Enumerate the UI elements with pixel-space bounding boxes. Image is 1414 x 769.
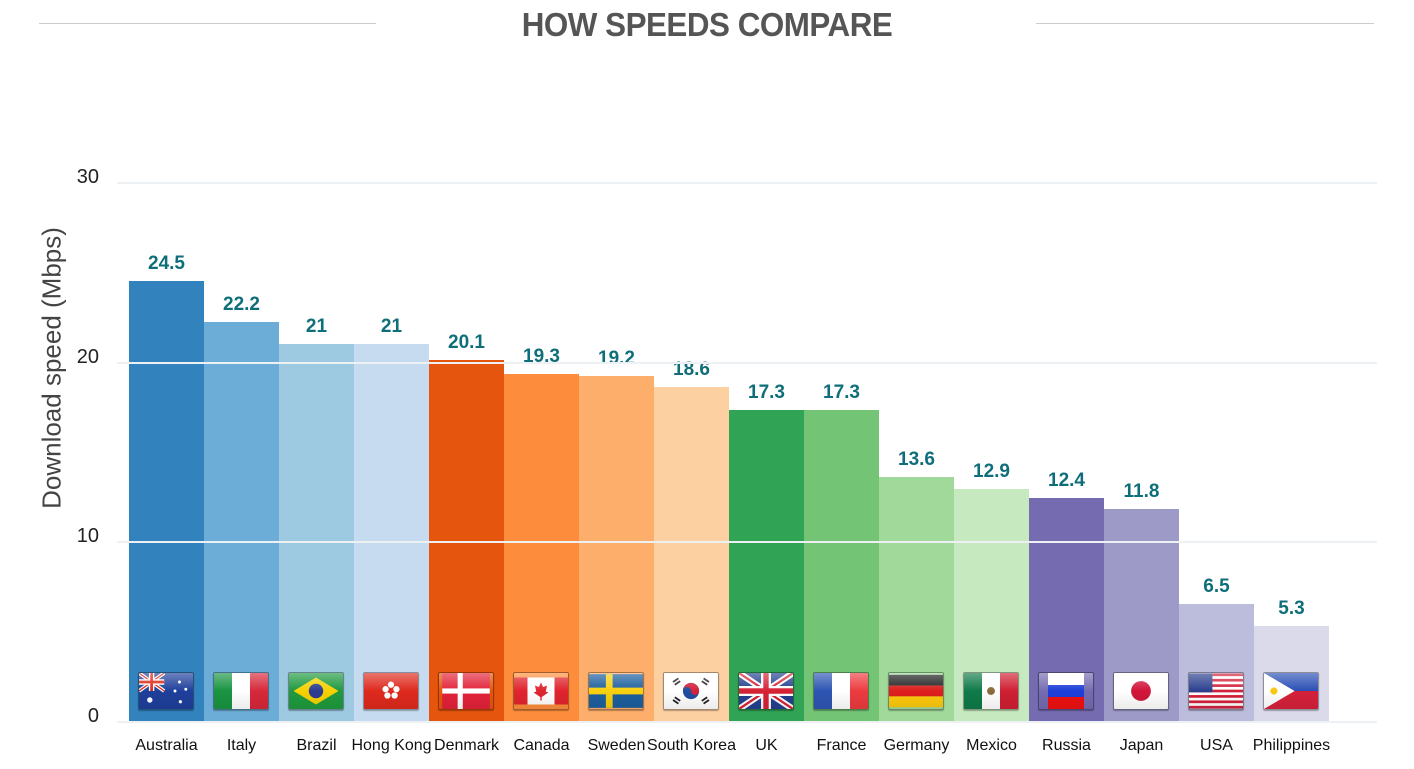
x-tick-label: UK xyxy=(755,737,778,754)
italy-flag-icon xyxy=(213,672,269,710)
bar-south-korea[interactable] xyxy=(654,386,729,721)
bar-sweden[interactable] xyxy=(579,376,654,721)
bar-france[interactable] xyxy=(804,410,879,721)
x-tick-label: Philippines xyxy=(1252,737,1331,754)
gridline xyxy=(117,182,1377,184)
south-korea-flag-icon xyxy=(663,672,719,710)
germany-flag-icon xyxy=(888,672,944,710)
brazil-flag-icon xyxy=(288,672,344,710)
australia-flag-icon xyxy=(138,672,194,710)
y-tick-label: 30 xyxy=(76,166,99,188)
value-label: 21 xyxy=(380,315,403,337)
x-tick-label: France xyxy=(816,737,867,754)
bar-hong-kong[interactable] xyxy=(354,343,429,721)
gridline xyxy=(117,721,1377,723)
value-label: 13.6 xyxy=(898,448,935,470)
canada-flag-icon xyxy=(513,672,569,710)
y-tick-label: 20 xyxy=(76,345,99,368)
x-tick-label: Italy xyxy=(226,737,257,754)
france-flag-icon xyxy=(813,672,869,710)
x-tick-label: Germany xyxy=(883,737,950,754)
title-rule-right xyxy=(1036,23,1374,24)
russia-flag-icon xyxy=(1038,672,1094,710)
uk-flag-icon xyxy=(738,672,794,710)
y-tick-label: 0 xyxy=(87,705,99,727)
usa-flag-icon xyxy=(1188,672,1244,710)
x-tick-label: Sweden xyxy=(587,737,646,754)
value-label: 17.3 xyxy=(823,382,860,404)
value-label: 17.3 xyxy=(748,382,785,404)
value-label: 6.5 xyxy=(1203,576,1230,598)
bar-canada[interactable] xyxy=(504,374,579,721)
japan-flag-icon xyxy=(1113,672,1169,710)
value-label: 22.2 xyxy=(223,294,260,316)
denmark-flag-icon xyxy=(438,672,494,710)
title-rule-left xyxy=(39,23,376,24)
hong-kong-flag-icon xyxy=(363,672,419,710)
x-tick-label: USA xyxy=(1200,737,1233,754)
value-label: 12.9 xyxy=(973,461,1010,483)
philippines-flag-icon xyxy=(1263,672,1319,710)
x-tick-label: Russia xyxy=(1042,737,1091,754)
x-tick-label: Japan xyxy=(1119,737,1164,754)
x-tick-label: Canada xyxy=(513,737,570,754)
x-tick-label: Denmark xyxy=(434,737,499,754)
x-tick-label: Hong Kong xyxy=(351,737,432,754)
bar-italy[interactable] xyxy=(204,322,279,721)
value-label: 11.8 xyxy=(1123,480,1160,502)
bar-brazil[interactable] xyxy=(279,343,354,721)
chart-title: HOW SPEEDS COMPARE xyxy=(521,6,893,43)
gridline xyxy=(117,541,1377,544)
value-label: 20.1 xyxy=(448,331,485,353)
value-label: 18.6 xyxy=(673,358,710,380)
value-label: 5.3 xyxy=(1278,597,1305,619)
gridline xyxy=(117,361,1377,364)
value-label: 21 xyxy=(305,315,328,337)
sweden-flag-icon xyxy=(588,672,644,710)
value-label: 19.3 xyxy=(523,346,560,368)
x-tick-label: Australia xyxy=(135,737,198,754)
value-label: 19.2 xyxy=(598,348,635,370)
x-tick-label: Brazil xyxy=(296,737,337,754)
bar-uk[interactable] xyxy=(729,410,804,721)
x-tick-label: Mexico xyxy=(966,737,1017,754)
bar-denmark[interactable] xyxy=(429,359,504,721)
mexico-flag-icon xyxy=(963,672,1019,710)
value-label: 24.5 xyxy=(148,252,185,274)
value-label: 12.4 xyxy=(1048,470,1085,492)
y-tick-label: 10 xyxy=(76,525,99,548)
x-tick-label: South Korea xyxy=(647,737,736,754)
bar-australia[interactable] xyxy=(129,280,204,721)
